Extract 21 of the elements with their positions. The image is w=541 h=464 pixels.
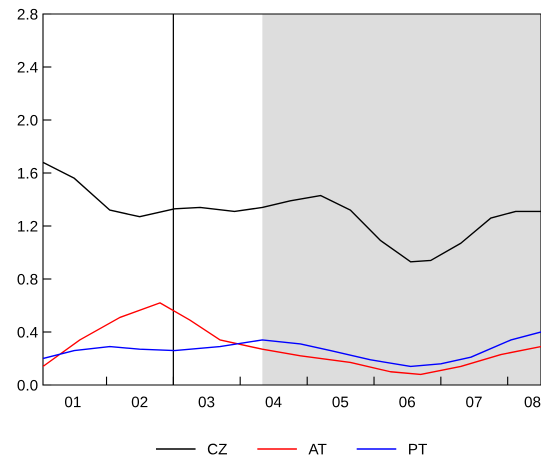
y-tick-label: 1.6 [18, 168, 38, 179]
y-tick-label: 0.8 [18, 274, 38, 285]
x-tick-label: 05 [332, 396, 348, 408]
y-tick-label: 2.0 [18, 114, 38, 126]
x-tick-label: 02 [132, 396, 148, 408]
legend-label: CZ [208, 444, 227, 454]
x-tick-label: 01 [64, 396, 81, 408]
y-tick-label: 0.0 [18, 380, 38, 391]
legend-label: PT [409, 444, 427, 454]
y-tick-label: 0.4 [18, 326, 38, 338]
y-tick-label: 1.2 [18, 220, 38, 232]
line-series [43, 331, 541, 368]
line-series [43, 302, 541, 376]
legend-label: AT [308, 444, 326, 454]
x-tick-label: 03 [198, 396, 214, 408]
x-tick-label: 04 [266, 396, 282, 408]
x-tick-label: 07 [466, 396, 482, 408]
y-tick-label: 2.8 [18, 8, 38, 20]
x-tick-label: 06 [399, 396, 415, 408]
y-tick-label: 2.4 [18, 62, 38, 73]
x-tick-label: 08 [524, 396, 540, 408]
